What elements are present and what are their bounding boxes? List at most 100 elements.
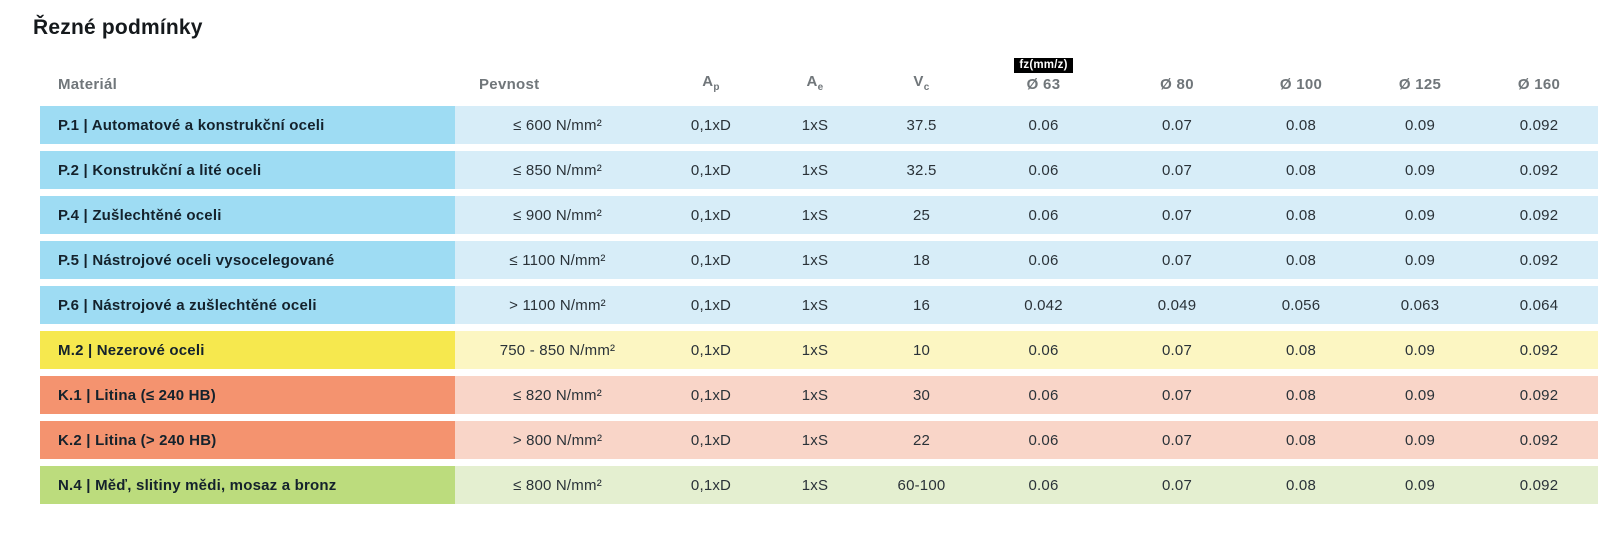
- fz160-cell: 0.092: [1480, 376, 1598, 414]
- fz125-cell: 0.063: [1360, 286, 1480, 324]
- ap-cell: 0,1xD: [660, 421, 762, 459]
- column-header-ap: Ap: [660, 49, 762, 99]
- fz63-cell: 0.06: [975, 151, 1112, 189]
- fz63-cell: 0.06: [975, 241, 1112, 279]
- fz80-cell: 0.07: [1112, 196, 1242, 234]
- fz80-cell: 0.07: [1112, 241, 1242, 279]
- fz80-cell: 0.07: [1112, 376, 1242, 414]
- page-title: Řezné podmínky: [33, 16, 203, 39]
- ap-cell: 0,1xD: [660, 376, 762, 414]
- ae-cell: 1xS: [762, 331, 868, 369]
- vc-cell: 18: [868, 241, 975, 279]
- column-header-diameter-100: Ø 100: [1279, 76, 1323, 93]
- material-cell: P.4 | Zušlechtěné oceli: [40, 196, 455, 234]
- fz80-cell: 0.07: [1112, 106, 1242, 144]
- ae-cell: 1xS: [762, 151, 868, 189]
- vc-cell: 16: [868, 286, 975, 324]
- fz125-cell: 0.09: [1360, 331, 1480, 369]
- fz100-cell: 0.08: [1242, 331, 1360, 369]
- column-header-diameter-63: fz(mm/z) Ø 63: [975, 49, 1112, 99]
- fz80-cell: 0.07: [1112, 421, 1242, 459]
- pevnost-cell: > 1100 N/mm²: [455, 286, 660, 324]
- material-cell: K.2 | Litina (> 240 HB): [40, 421, 455, 459]
- ap-cell: 0,1xD: [660, 106, 762, 144]
- ae-symbol: A: [806, 73, 818, 90]
- fz80-cell: 0.049: [1112, 286, 1242, 324]
- ae-cell: 1xS: [762, 196, 868, 234]
- fz160-cell: 0.092: [1480, 196, 1598, 234]
- vc-symbol: V: [913, 73, 924, 90]
- pevnost-cell: ≤ 900 N/mm²: [455, 196, 660, 234]
- ae-subscript: e: [817, 82, 824, 93]
- ae-cell: 1xS: [762, 421, 868, 459]
- table-row-p4: P.4 | Zušlechtěné oceli ≤ 900 N/mm² 0,1x…: [40, 196, 1598, 234]
- ap-cell: 0,1xD: [660, 286, 762, 324]
- fz125-cell: 0.09: [1360, 466, 1480, 504]
- fz100-cell: 0.08: [1242, 376, 1360, 414]
- fz160-cell: 0.092: [1480, 151, 1598, 189]
- fz63-cell: 0.06: [975, 376, 1112, 414]
- fz125-cell: 0.09: [1360, 376, 1480, 414]
- fz125-cell: 0.09: [1360, 241, 1480, 279]
- fz100-cell: 0.08: [1242, 106, 1360, 144]
- material-cell: P.2 | Konstrukční a lité oceli: [40, 151, 455, 189]
- fz63-cell: 0.06: [975, 196, 1112, 234]
- ap-cell: 0,1xD: [660, 151, 762, 189]
- diameter-63-label: Ø 63: [1026, 76, 1061, 93]
- ap-cell: 0,1xD: [660, 466, 762, 504]
- material-cell: P.1 | Automatové a konstrukční oceli: [40, 106, 455, 144]
- table-header-row: Materiál Pevnost Ap Ae Vc fz(mm/z) Ø 63 …: [40, 49, 1598, 99]
- material-cell: P.6 | Nástrojové a zušlechtěné oceli: [40, 286, 455, 324]
- fz100-cell: 0.08: [1242, 196, 1360, 234]
- pevnost-cell: ≤ 600 N/mm²: [455, 106, 660, 144]
- vc-cell: 25: [868, 196, 975, 234]
- pevnost-cell: ≤ 850 N/mm²: [455, 151, 660, 189]
- pevnost-cell: ≤ 800 N/mm²: [455, 466, 660, 504]
- ap-cell: 0,1xD: [660, 241, 762, 279]
- fz125-cell: 0.09: [1360, 151, 1480, 189]
- vc-cell: 32.5: [868, 151, 975, 189]
- fz100-cell: 0.056: [1242, 286, 1360, 324]
- pevnost-cell: 750 - 850 N/mm²: [455, 331, 660, 369]
- cutting-conditions-table: Materiál Pevnost Ap Ae Vc fz(mm/z) Ø 63 …: [40, 42, 1598, 511]
- fz100-cell: 0.08: [1242, 151, 1360, 189]
- fz160-cell: 0.092: [1480, 241, 1598, 279]
- vc-cell: 30: [868, 376, 975, 414]
- fz100-cell: 0.08: [1242, 421, 1360, 459]
- fz80-cell: 0.07: [1112, 151, 1242, 189]
- fz63-cell: 0.06: [975, 106, 1112, 144]
- column-header-vc: Vc: [868, 49, 975, 99]
- table-row-p2: P.2 | Konstrukční a lité oceli ≤ 850 N/m…: [40, 151, 1598, 189]
- fz-unit-badge: fz(mm/z): [1014, 58, 1073, 73]
- vc-cell: 37.5: [868, 106, 975, 144]
- table-row-p5: P.5 | Nástrojové oceli vysocelegované ≤ …: [40, 241, 1598, 279]
- ae-cell: 1xS: [762, 376, 868, 414]
- pevnost-cell: ≤ 820 N/mm²: [455, 376, 660, 414]
- vc-cell: 10: [868, 331, 975, 369]
- ap-cell: 0,1xD: [660, 196, 762, 234]
- pevnost-cell: ≤ 1100 N/mm²: [455, 241, 660, 279]
- fz160-cell: 0.092: [1480, 466, 1598, 504]
- vc-cell: 60-100: [868, 466, 975, 504]
- fz100-cell: 0.08: [1242, 466, 1360, 504]
- column-header-pevnost: Pevnost: [479, 76, 540, 93]
- column-header-material: Materiál: [58, 76, 118, 93]
- table-row-k1: K.1 | Litina (≤ 240 HB) ≤ 820 N/mm² 0,1x…: [40, 376, 1598, 414]
- table-row-k2: K.2 | Litina (> 240 HB) > 800 N/mm² 0,1x…: [40, 421, 1598, 459]
- fz63-cell: 0.06: [975, 466, 1112, 504]
- column-header-ae: Ae: [762, 49, 868, 99]
- fz100-cell: 0.08: [1242, 241, 1360, 279]
- vc-subscript: c: [923, 82, 930, 93]
- fz63-cell: 0.042: [975, 286, 1112, 324]
- vc-cell: 22: [868, 421, 975, 459]
- table-row-n4: N.4 | Měď, slitiny mědi, mosaz a bronz ≤…: [40, 466, 1598, 504]
- column-header-diameter-160: Ø 160: [1517, 76, 1561, 93]
- ap-subscript: p: [713, 82, 720, 93]
- ap-symbol: A: [702, 73, 714, 90]
- fz125-cell: 0.09: [1360, 196, 1480, 234]
- material-cell: P.5 | Nástrojové oceli vysocelegované: [40, 241, 455, 279]
- ae-cell: 1xS: [762, 106, 868, 144]
- fz125-cell: 0.09: [1360, 421, 1480, 459]
- column-header-diameter-80: Ø 80: [1160, 76, 1194, 93]
- fz63-cell: 0.06: [975, 421, 1112, 459]
